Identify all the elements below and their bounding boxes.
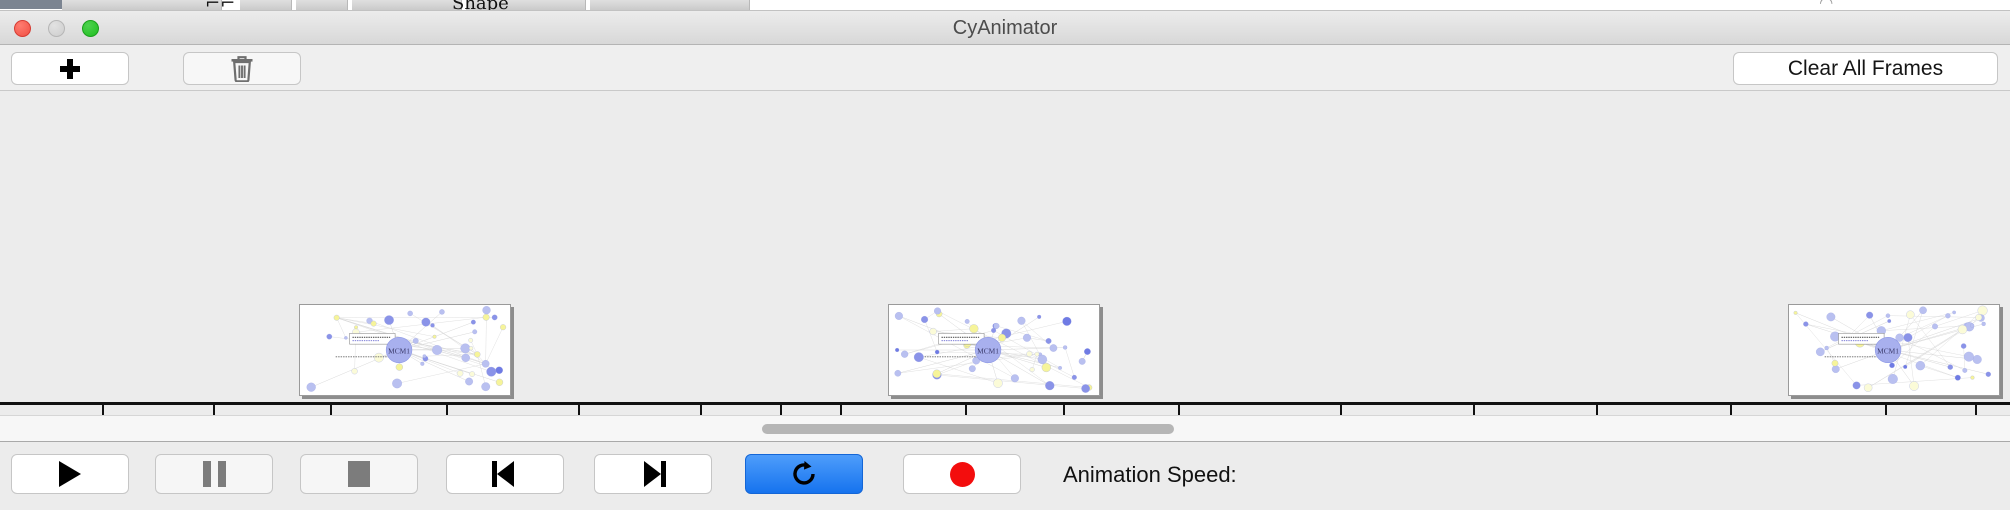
minimize-button[interactable] bbox=[48, 20, 65, 37]
timeline-tick-minor bbox=[1340, 405, 1342, 415]
close-button[interactable] bbox=[14, 20, 31, 37]
background-glyph-right: ◜◝ bbox=[1820, 0, 1833, 11]
clear-all-frames-label: Clear All Frames bbox=[1787, 56, 1944, 80]
timeline-tick-major bbox=[1063, 405, 1065, 415]
maximize-button[interactable] bbox=[82, 20, 99, 37]
play-icon bbox=[59, 461, 81, 487]
svg-text:MCM1: MCM1 bbox=[388, 346, 410, 355]
timeline-tick-major bbox=[446, 405, 448, 415]
background-strip-7 bbox=[760, 0, 2010, 11]
background-window-titlebar-dark bbox=[0, 0, 62, 9]
timeline-tick-minor bbox=[1975, 405, 1977, 415]
timeline-tick-minor bbox=[965, 405, 967, 415]
svg-text:MCM1: MCM1 bbox=[1877, 346, 1899, 355]
timeline-tick-major bbox=[1730, 405, 1732, 415]
record-button[interactable] bbox=[903, 454, 1021, 494]
background-window-fragment: ⌐⌐ Shape ◜◝ bbox=[0, 0, 2010, 11]
timeline-tick-major bbox=[1473, 405, 1475, 415]
loop-icon bbox=[793, 461, 815, 485]
background-strip-1 bbox=[62, 0, 222, 11]
add-frame-button[interactable] bbox=[11, 52, 129, 85]
window-title: CyAnimator bbox=[952, 17, 1058, 39]
frame-thumbnail[interactable]: MCM1 bbox=[1788, 304, 2000, 396]
trash-icon bbox=[231, 56, 253, 82]
timeline-axis bbox=[0, 402, 2010, 405]
timeline-tick-minor bbox=[102, 405, 104, 415]
skip-forward-icon bbox=[640, 461, 666, 487]
background-strip-5 bbox=[466, 0, 586, 11]
delete-frame-button[interactable] bbox=[183, 52, 301, 85]
stop-icon bbox=[348, 461, 370, 487]
pause-icon bbox=[202, 461, 226, 487]
pause-button[interactable] bbox=[155, 454, 273, 494]
frame-thumbnail[interactable]: MCM1 bbox=[888, 304, 1100, 396]
background-strip-3 bbox=[296, 0, 348, 11]
timeline-tick-minor bbox=[578, 405, 580, 415]
timeline-tick-minor bbox=[330, 405, 332, 415]
background-window-edge bbox=[0, 10, 2010, 11]
timeline-scrollbar-track[interactable] bbox=[0, 415, 2010, 441]
background-strip-4 bbox=[352, 0, 462, 11]
plus-icon bbox=[59, 58, 81, 80]
svg-text:MCM1: MCM1 bbox=[977, 346, 999, 355]
skip-back-icon bbox=[492, 461, 518, 487]
timeline-tick-major bbox=[840, 405, 842, 415]
timeline-tick-minor bbox=[780, 405, 782, 415]
play-button[interactable] bbox=[11, 454, 129, 494]
skip-to-start-button[interactable] bbox=[446, 454, 564, 494]
background-strip-6 bbox=[590, 0, 750, 11]
timeline-tick-minor bbox=[1596, 405, 1598, 415]
background-strip-2 bbox=[240, 0, 292, 11]
background-window-label: Shape bbox=[452, 0, 509, 11]
background-glyph-left: ⌐⌐ bbox=[205, 0, 236, 11]
timeline-tick-minor bbox=[700, 405, 702, 415]
timeline-scrollbar-thumb[interactable] bbox=[762, 424, 1174, 434]
toolbar: Clear All Frames bbox=[0, 45, 2010, 91]
playback-control-bar: Animation Speed: bbox=[0, 441, 2010, 510]
timeline-tick-major bbox=[213, 405, 215, 415]
titlebar: CyAnimator bbox=[0, 11, 2010, 45]
frame-thumbnail[interactable]: MCM1 bbox=[299, 304, 511, 396]
skip-to-end-button[interactable] bbox=[594, 454, 712, 494]
record-icon bbox=[949, 461, 975, 487]
animation-speed-label: Animation Speed: bbox=[1063, 462, 1237, 487]
timeline-tick-minor bbox=[1885, 405, 1887, 415]
timeline-tick-minor bbox=[1178, 405, 1180, 415]
loop-button[interactable] bbox=[745, 454, 863, 494]
clear-all-frames-button[interactable]: Clear All Frames bbox=[1733, 52, 1998, 85]
stop-button[interactable] bbox=[300, 454, 418, 494]
